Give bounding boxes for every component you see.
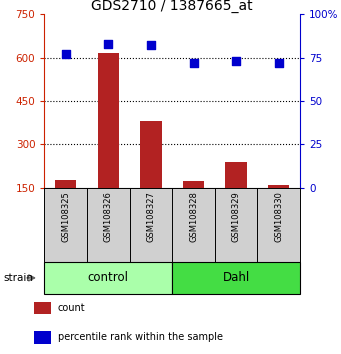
Text: percentile rank within the sample: percentile rank within the sample <box>58 332 223 342</box>
Point <box>63 51 68 57</box>
Point <box>106 41 111 46</box>
Bar <box>34 331 51 343</box>
Bar <box>44 262 172 294</box>
Bar <box>98 53 119 188</box>
Point <box>191 60 196 65</box>
Text: count: count <box>58 303 86 313</box>
Text: GSM108326: GSM108326 <box>104 191 113 242</box>
Text: GSM108329: GSM108329 <box>232 191 241 242</box>
Bar <box>183 181 204 188</box>
Bar <box>268 185 290 188</box>
Text: GSM108325: GSM108325 <box>61 191 70 242</box>
Bar <box>225 162 247 188</box>
Point <box>276 60 282 65</box>
Bar <box>34 302 51 314</box>
Text: GSM108328: GSM108328 <box>189 191 198 242</box>
Text: strain: strain <box>3 273 33 283</box>
Text: Dahl: Dahl <box>223 272 250 284</box>
Point <box>233 58 239 64</box>
Text: GSM108330: GSM108330 <box>274 191 283 242</box>
Bar <box>140 121 162 188</box>
Bar <box>55 181 76 188</box>
Title: GDS2710 / 1387665_at: GDS2710 / 1387665_at <box>91 0 253 13</box>
Bar <box>172 262 300 294</box>
Point <box>148 42 153 48</box>
Text: GSM108327: GSM108327 <box>146 191 155 242</box>
Text: control: control <box>88 272 129 284</box>
